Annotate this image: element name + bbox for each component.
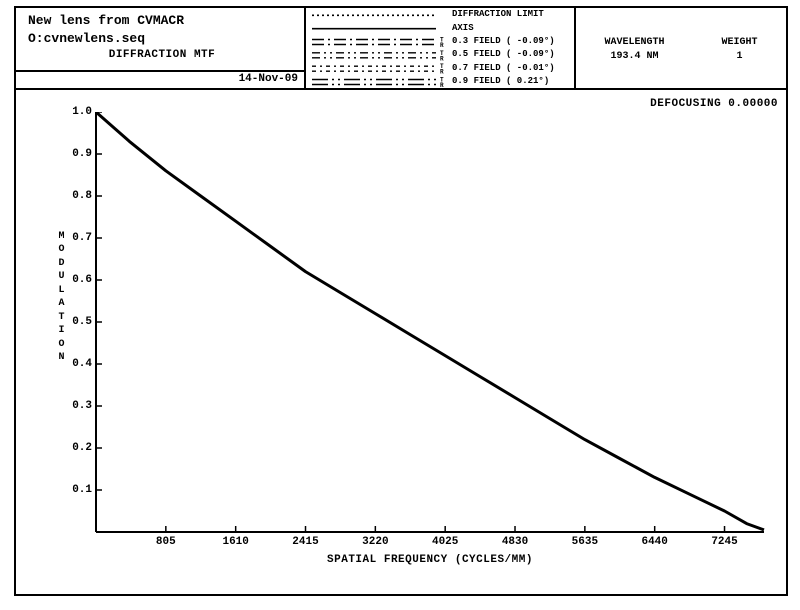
title-block: New lens from CVMACR O:cvnewlens.seq DIF…: [16, 8, 304, 64]
header-left: New lens from CVMACR O:cvnewlens.seq DIF…: [16, 8, 306, 88]
y-axis-label: MODULATION: [56, 230, 68, 365]
svg-text:R: R: [440, 69, 444, 76]
legend-item-label: 0.7 FIELD ( -0.01°): [452, 63, 555, 73]
title-line2: O:cvnewlens.seq: [28, 30, 296, 48]
legend-item-label: DIFFRACTION LIMIT: [452, 9, 544, 19]
wavelength-value: 193.4 NM: [604, 50, 664, 64]
svg-text:R: R: [440, 82, 444, 89]
svg-text:R: R: [440, 42, 444, 49]
xtick-label: 2415: [292, 536, 318, 548]
weight-col: WEIGHT 1: [721, 36, 757, 64]
plot-svg: [54, 112, 774, 574]
legend-item-label: AXIS: [452, 23, 474, 33]
ytick-label: 0.5: [62, 316, 92, 328]
ytick-label: 0.2: [62, 442, 92, 454]
svg-text:R: R: [440, 55, 444, 62]
xtick-label: 1610: [222, 536, 248, 548]
xtick-label: 5635: [572, 536, 598, 548]
defocus-label: DEFOCUSING 0.00000: [650, 98, 778, 110]
ytick-label: 0.8: [62, 190, 92, 202]
legend-item-label: 0.5 FIELD ( -0.09°): [452, 49, 555, 59]
x-axis-label: SPATIAL FREQUENCY (CYCLES/MM): [327, 554, 533, 566]
legend-item-label: 0.9 FIELD ( 0.21°): [452, 76, 549, 86]
title-line1: New lens from CVMACR: [28, 12, 296, 30]
legend: TRTRTRTR DIFFRACTION LIMITAXIS0.3 FIELD …: [306, 8, 576, 88]
ytick-label: 0.3: [62, 400, 92, 412]
xtick-label: 7245: [711, 536, 737, 548]
header-right: WAVELENGTH 193.4 NM WEIGHT 1: [576, 8, 786, 88]
xtick-label: 4830: [502, 536, 528, 548]
weight-heading: WEIGHT: [721, 36, 757, 50]
subtitle: DIFFRACTION MTF: [28, 48, 296, 63]
ytick-label: 0.7: [62, 232, 92, 244]
date: 14-Nov-09: [16, 70, 304, 88]
ytick-label: 0.6: [62, 274, 92, 286]
legend-item-label: 0.3 FIELD ( -0.09°): [452, 36, 555, 46]
xtick-label: 3220: [362, 536, 388, 548]
header: New lens from CVMACR O:cvnewlens.seq DIF…: [16, 8, 786, 90]
ytick-label: 0.1: [62, 484, 92, 496]
xtick-label: 6440: [641, 536, 667, 548]
ytick-label: 0.4: [62, 358, 92, 370]
chart: MODULATION SPATIAL FREQUENCY (CYCLES/MM)…: [54, 112, 774, 574]
ytick-label: 1.0: [62, 106, 92, 118]
figure-frame: New lens from CVMACR O:cvnewlens.seq DIF…: [14, 6, 788, 596]
xtick-label: 4025: [432, 536, 458, 548]
ytick-label: 0.9: [62, 148, 92, 160]
weight-value: 1: [721, 50, 757, 64]
xtick-label: 805: [156, 536, 176, 548]
wavelength-heading: WAVELENGTH: [604, 36, 664, 50]
wavelength-col: WAVELENGTH 193.4 NM: [604, 36, 664, 64]
